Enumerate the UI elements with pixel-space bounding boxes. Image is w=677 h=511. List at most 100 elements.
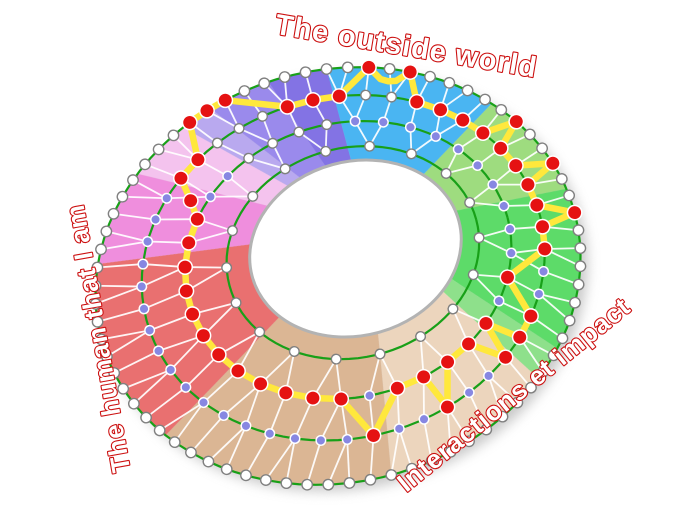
white-node: [301, 478, 314, 491]
white-node: [563, 189, 576, 202]
white-node: [202, 455, 215, 468]
red-path-node: [304, 390, 321, 406]
white-node: [364, 473, 377, 486]
red-path-node: [172, 170, 189, 187]
sector-pink-pale: [137, 127, 289, 206]
white-node: [463, 435, 475, 448]
spoke-line: [216, 142, 250, 160]
white-node: [238, 85, 251, 97]
red-path-node: [508, 113, 525, 130]
white-node: [89, 279, 102, 292]
violet-node: [198, 396, 210, 409]
white-node: [385, 469, 398, 481]
red-path-node: [360, 59, 377, 76]
violet-node: [341, 433, 353, 446]
red-path-node: [210, 346, 227, 363]
spoke-line: [478, 236, 512, 254]
violet-node: [144, 324, 156, 336]
red-path-node: [217, 92, 234, 109]
spoke-line: [306, 440, 322, 485]
white-node: [443, 76, 456, 89]
red-path-node: [507, 157, 524, 174]
spoke-line: [95, 285, 143, 305]
red-path-node: [198, 102, 215, 119]
white-node: [322, 478, 335, 491]
red-path-node: [492, 140, 509, 157]
violet-node: [504, 223, 516, 235]
red-path-node: [181, 114, 198, 131]
white-node: [425, 455, 438, 467]
white-node: [243, 152, 255, 164]
spoke-line: [248, 157, 286, 170]
red-path-node: [331, 88, 348, 104]
violet-node: [142, 235, 154, 248]
red-path-node: [534, 218, 551, 235]
white-node: [547, 349, 560, 362]
spoke-line: [487, 375, 518, 404]
white-node: [321, 119, 333, 131]
violet-node: [463, 386, 475, 399]
white-node: [383, 62, 396, 75]
red-path-node: [182, 192, 199, 209]
violet-node: [138, 303, 150, 315]
spoke-line: [487, 375, 504, 417]
white-node: [424, 70, 436, 83]
violet-node: [483, 370, 495, 382]
torus-wheel: [89, 59, 587, 491]
white-node: [479, 93, 491, 106]
violet-node: [264, 428, 276, 440]
white-node: [100, 225, 113, 238]
red-path-node: [499, 269, 516, 286]
white-node: [480, 423, 493, 436]
white-node: [405, 462, 418, 475]
white-node: [280, 477, 293, 490]
violet-node: [452, 143, 464, 155]
white-node: [95, 243, 107, 256]
white-node: [536, 142, 549, 155]
violet-node: [240, 420, 252, 432]
red-path-node: [389, 380, 406, 397]
white-node: [288, 345, 300, 357]
white-node: [267, 137, 279, 149]
red-path-node: [454, 112, 471, 129]
red-path-node: [439, 399, 456, 415]
spoke-line: [133, 369, 172, 405]
violet-node: [165, 364, 177, 376]
spoke-line: [543, 270, 579, 286]
violet-node: [150, 213, 162, 226]
white-node: [374, 348, 386, 360]
violet-node: [153, 345, 165, 357]
white-node: [139, 158, 151, 171]
white-node: [341, 61, 354, 74]
red-path-node: [528, 197, 545, 214]
ring-circle-4: [225, 145, 481, 361]
violet-node: [498, 200, 510, 212]
violet-node: [377, 116, 389, 128]
red-path-node: [519, 176, 536, 193]
center-hole: [248, 158, 463, 339]
white-node: [278, 71, 291, 83]
white-node: [461, 84, 474, 97]
spoke-line: [132, 179, 168, 200]
white-node: [525, 381, 537, 394]
white-node: [572, 224, 585, 237]
spoke-line: [472, 274, 500, 302]
spoke-line: [390, 428, 401, 476]
white-node: [153, 424, 166, 437]
red-path-node: [402, 64, 419, 80]
white-node: [233, 122, 245, 134]
red-path-node: [566, 204, 583, 221]
spoke-line: [368, 353, 381, 396]
white-node: [168, 436, 181, 449]
spoke-line: [346, 439, 351, 484]
white-node: [574, 242, 587, 255]
white-node: [116, 190, 129, 203]
red-path-node: [277, 384, 294, 401]
white-node: [127, 397, 140, 410]
red-path-node: [365, 427, 382, 444]
white-node: [167, 129, 180, 142]
white-node: [447, 303, 459, 315]
white-node: [185, 446, 197, 459]
white-node: [258, 77, 271, 90]
